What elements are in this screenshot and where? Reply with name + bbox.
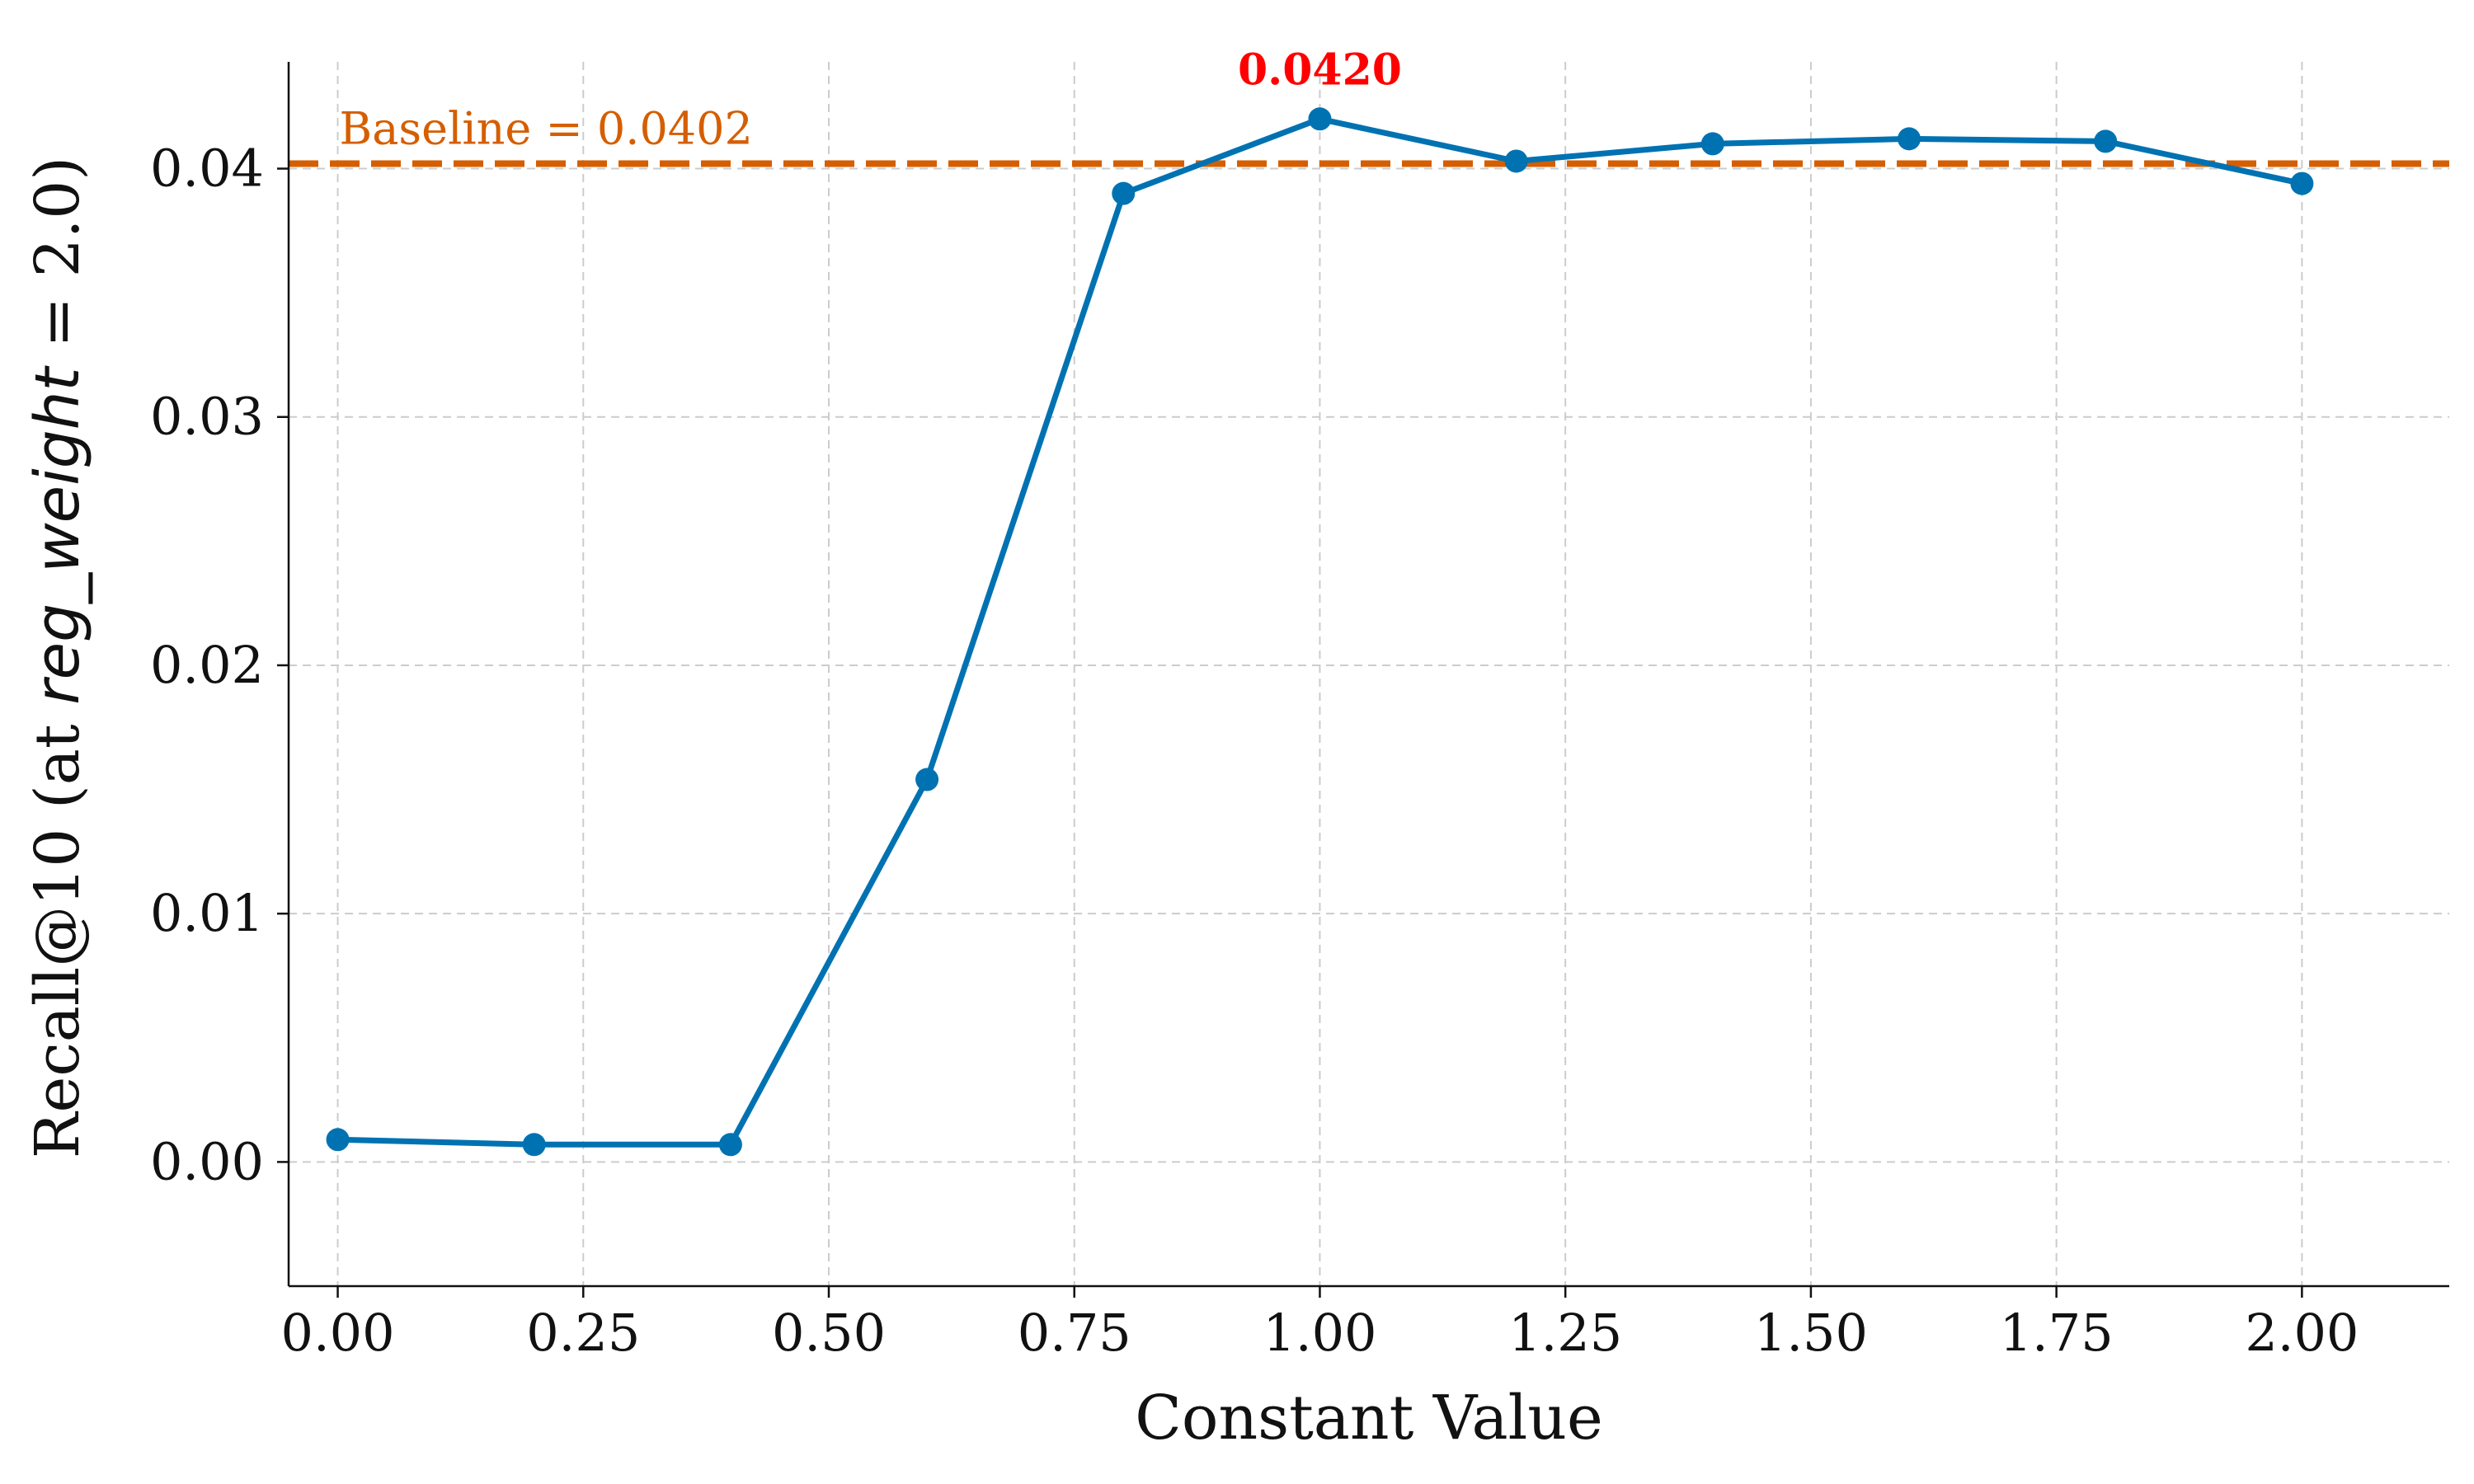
tick-labels: 0.00 0.25 0.50 0.75 1.00 1.25 1.50 1.75 2.00 0.00…	[150, 139, 2359, 1363]
data-point	[1504, 149, 1528, 173]
axes	[277, 62, 2449, 1298]
data-point	[522, 1133, 546, 1157]
y-axis-title-variable: reg_weight	[22, 364, 93, 704]
y-tick-label: 0.02	[150, 635, 264, 695]
data-point	[326, 1128, 350, 1152]
data-point	[1112, 181, 1136, 205]
y-tick-label: 0.01	[150, 883, 264, 943]
y-tick-label: 0.03	[150, 387, 264, 447]
x-tick-label: 0.25	[526, 1303, 640, 1363]
data-point	[2094, 129, 2118, 153]
data-point	[1700, 132, 1724, 156]
annotations: 0.0420	[1238, 45, 1402, 95]
series-group	[326, 107, 2314, 1157]
baseline-group: Baseline = 0.0402	[289, 102, 2449, 167]
baseline-label: Baseline = 0.0402	[340, 102, 753, 154]
y-axis-title-prefix: Recall@10 (at	[22, 705, 93, 1158]
x-tick-label: 1.00	[1263, 1303, 1376, 1363]
y-axis-title: Recall@10 (at reg_weight = 2.0)	[22, 157, 93, 1158]
data-point	[915, 768, 939, 791]
data-point	[1308, 107, 1332, 131]
x-tick-label: 1.75	[2000, 1303, 2114, 1363]
x-tick-label: 0.50	[772, 1303, 886, 1363]
y-tick-label: 0.04	[150, 139, 264, 199]
data-point	[1898, 127, 1921, 151]
y-tick-label: 0.00	[150, 1131, 264, 1191]
data-point	[718, 1133, 742, 1157]
x-tick-label: 0.00	[281, 1303, 395, 1363]
x-tick-label: 1.50	[1754, 1303, 1868, 1363]
peak-annotation: 0.0420	[1238, 45, 1402, 95]
x-tick-label: 1.25	[1508, 1303, 1622, 1363]
y-axis-title-suffix: = 2.0)	[22, 157, 93, 368]
grid	[289, 62, 2449, 1286]
x-tick-label: 0.75	[1018, 1303, 1131, 1363]
x-axis-title: Constant Value	[1135, 1383, 1602, 1453]
x-tick-label: 2.00	[2245, 1303, 2359, 1363]
data-point	[2290, 171, 2314, 195]
